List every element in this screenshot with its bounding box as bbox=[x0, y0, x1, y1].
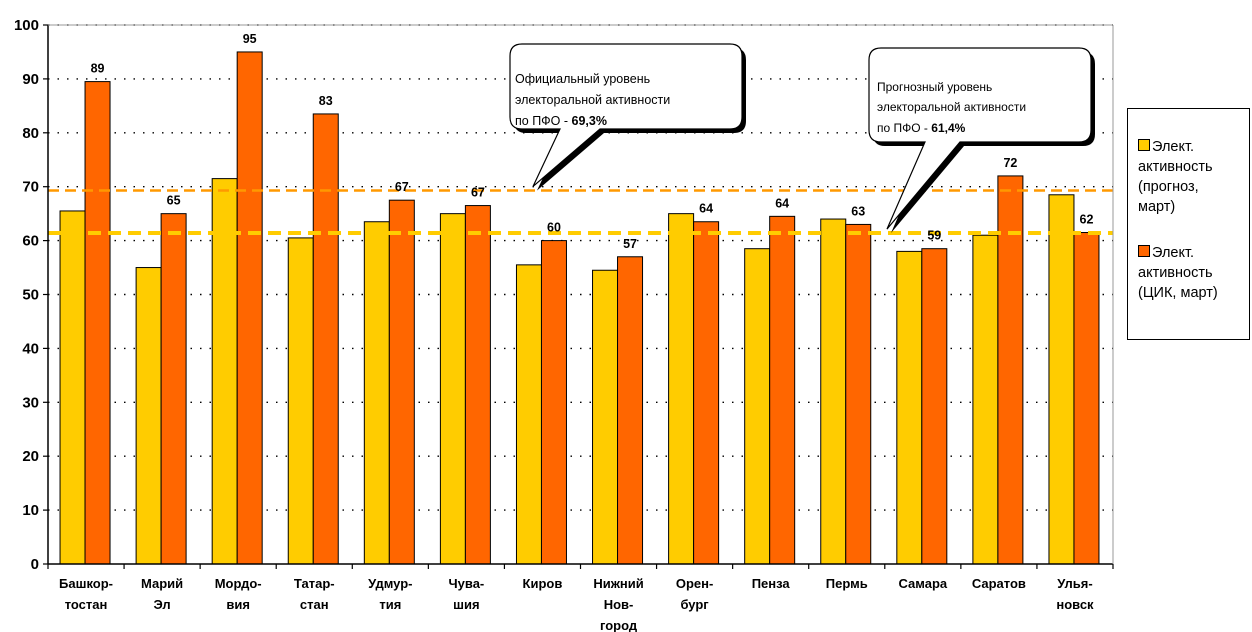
legend-item-cik: Элект. активность (ЦИК, март) bbox=[1138, 243, 1218, 303]
callout-forecast-text: Прогнозный уровень электоральной активно… bbox=[877, 79, 1027, 135]
callout-forecast-value: 61,4% bbox=[931, 120, 966, 135]
x-tick-label: Удмур-тия bbox=[368, 576, 412, 612]
bar-cik-2 bbox=[160, 213, 187, 565]
callout-official-value: 69,3% bbox=[571, 114, 607, 128]
data-label: 59 bbox=[927, 229, 941, 243]
x-tick-label: Киров bbox=[523, 576, 563, 591]
bar-cik-3 bbox=[236, 51, 263, 565]
legend: Элект. активность (прогноз, март) Элект.… bbox=[1127, 108, 1250, 340]
bar-forecast-10 bbox=[744, 248, 771, 565]
x-tick-label: Саратов bbox=[972, 576, 1026, 591]
data-label: 64 bbox=[699, 202, 713, 216]
data-label: 89 bbox=[91, 62, 105, 76]
data-label: 64 bbox=[775, 196, 789, 210]
bar-cik-12 bbox=[921, 248, 948, 565]
data-label: 57 bbox=[623, 237, 637, 251]
bar-forecast-6 bbox=[439, 213, 466, 565]
bar-forecast-3 bbox=[211, 178, 238, 565]
x-tick-label: Нижний Нов-город bbox=[593, 576, 643, 632]
bar-forecast-2 bbox=[135, 267, 162, 565]
bar-forecast-8 bbox=[592, 269, 619, 565]
bar-cik-4 bbox=[312, 113, 339, 565]
bar-forecast-4 bbox=[287, 237, 314, 565]
y-tick-label: 20 bbox=[22, 448, 39, 465]
bar-cik-13 bbox=[997, 175, 1024, 565]
bar-forecast-13 bbox=[972, 234, 999, 565]
data-label: 65 bbox=[167, 194, 181, 208]
y-tick-label: 40 bbox=[22, 340, 39, 357]
x-tick-label: Татар-стан bbox=[294, 576, 335, 612]
y-tick-label: 50 bbox=[22, 287, 39, 304]
y-tick-label: 10 bbox=[22, 502, 39, 519]
legend-label-forecast: Элект. активность (прогноз, март) bbox=[1138, 139, 1213, 215]
x-tick-label: Мордо-вия bbox=[215, 576, 262, 612]
data-label: 72 bbox=[1003, 156, 1017, 170]
data-label: 95 bbox=[243, 32, 257, 46]
bar-cik-10 bbox=[769, 215, 796, 565]
bar-cik-1 bbox=[84, 81, 111, 565]
data-label: 62 bbox=[1080, 213, 1094, 227]
bar-cik-8 bbox=[617, 256, 644, 565]
bar-cik-11 bbox=[845, 223, 872, 565]
bar-cik-14 bbox=[1073, 232, 1100, 565]
callout-official-text: Официальный уровень электоральной активн… bbox=[515, 72, 671, 128]
bar-cik-9 bbox=[693, 221, 720, 565]
bar-cik-7 bbox=[540, 240, 567, 565]
x-tick-label: Орен-бург bbox=[676, 576, 713, 612]
data-label: 67 bbox=[471, 186, 485, 200]
bar-cik-5 bbox=[388, 199, 415, 565]
bar-cik-6 bbox=[464, 205, 491, 565]
bar-forecast-1 bbox=[59, 210, 86, 565]
y-tick-label: 30 bbox=[22, 394, 39, 411]
x-tick-label: Марий Эл bbox=[141, 576, 183, 612]
x-tick-label: Улья-новск bbox=[1056, 576, 1094, 612]
x-tick-label: Чува-шия bbox=[449, 576, 485, 612]
bar-forecast-12 bbox=[896, 250, 923, 565]
y-tick-label: 70 bbox=[22, 179, 39, 196]
callout-official-bubble bbox=[509, 43, 743, 187]
callout-forecast-level: Прогнозный уровень электоральной активно… bbox=[877, 56, 1077, 138]
x-tick-label: Пенза bbox=[752, 576, 791, 591]
y-tick-label: 0 bbox=[31, 556, 39, 573]
callout-official-level: Официальный уровень электоральной активн… bbox=[515, 48, 730, 132]
legend-swatch-cik bbox=[1138, 245, 1150, 257]
bar-forecast-14 bbox=[1048, 194, 1075, 565]
callout-forecast-bubble bbox=[868, 47, 1092, 230]
bar-forecast-7 bbox=[515, 264, 542, 565]
x-tick-label: Пермь bbox=[826, 576, 868, 591]
x-tick-label: Самара bbox=[899, 576, 948, 591]
data-label: 63 bbox=[851, 204, 865, 218]
data-label: 60 bbox=[547, 221, 561, 235]
data-label: 83 bbox=[319, 94, 333, 108]
legend-label-cik: Элект. активность (ЦИК, март) bbox=[1138, 245, 1218, 301]
data-label: 67 bbox=[395, 180, 409, 194]
y-tick-label: 90 bbox=[22, 71, 39, 88]
legend-item-forecast: Элект. активность (прогноз, март) bbox=[1138, 137, 1213, 217]
y-tick-label: 60 bbox=[22, 233, 39, 250]
legend-swatch-forecast bbox=[1138, 139, 1150, 151]
bar-forecast-9 bbox=[668, 213, 695, 565]
x-tick-label: Башкор-тостан bbox=[59, 576, 113, 612]
bar-forecast-11 bbox=[820, 218, 847, 565]
bar-forecast-5 bbox=[363, 221, 390, 565]
y-tick-label: 100 bbox=[14, 17, 39, 34]
y-tick-label: 80 bbox=[22, 125, 39, 142]
